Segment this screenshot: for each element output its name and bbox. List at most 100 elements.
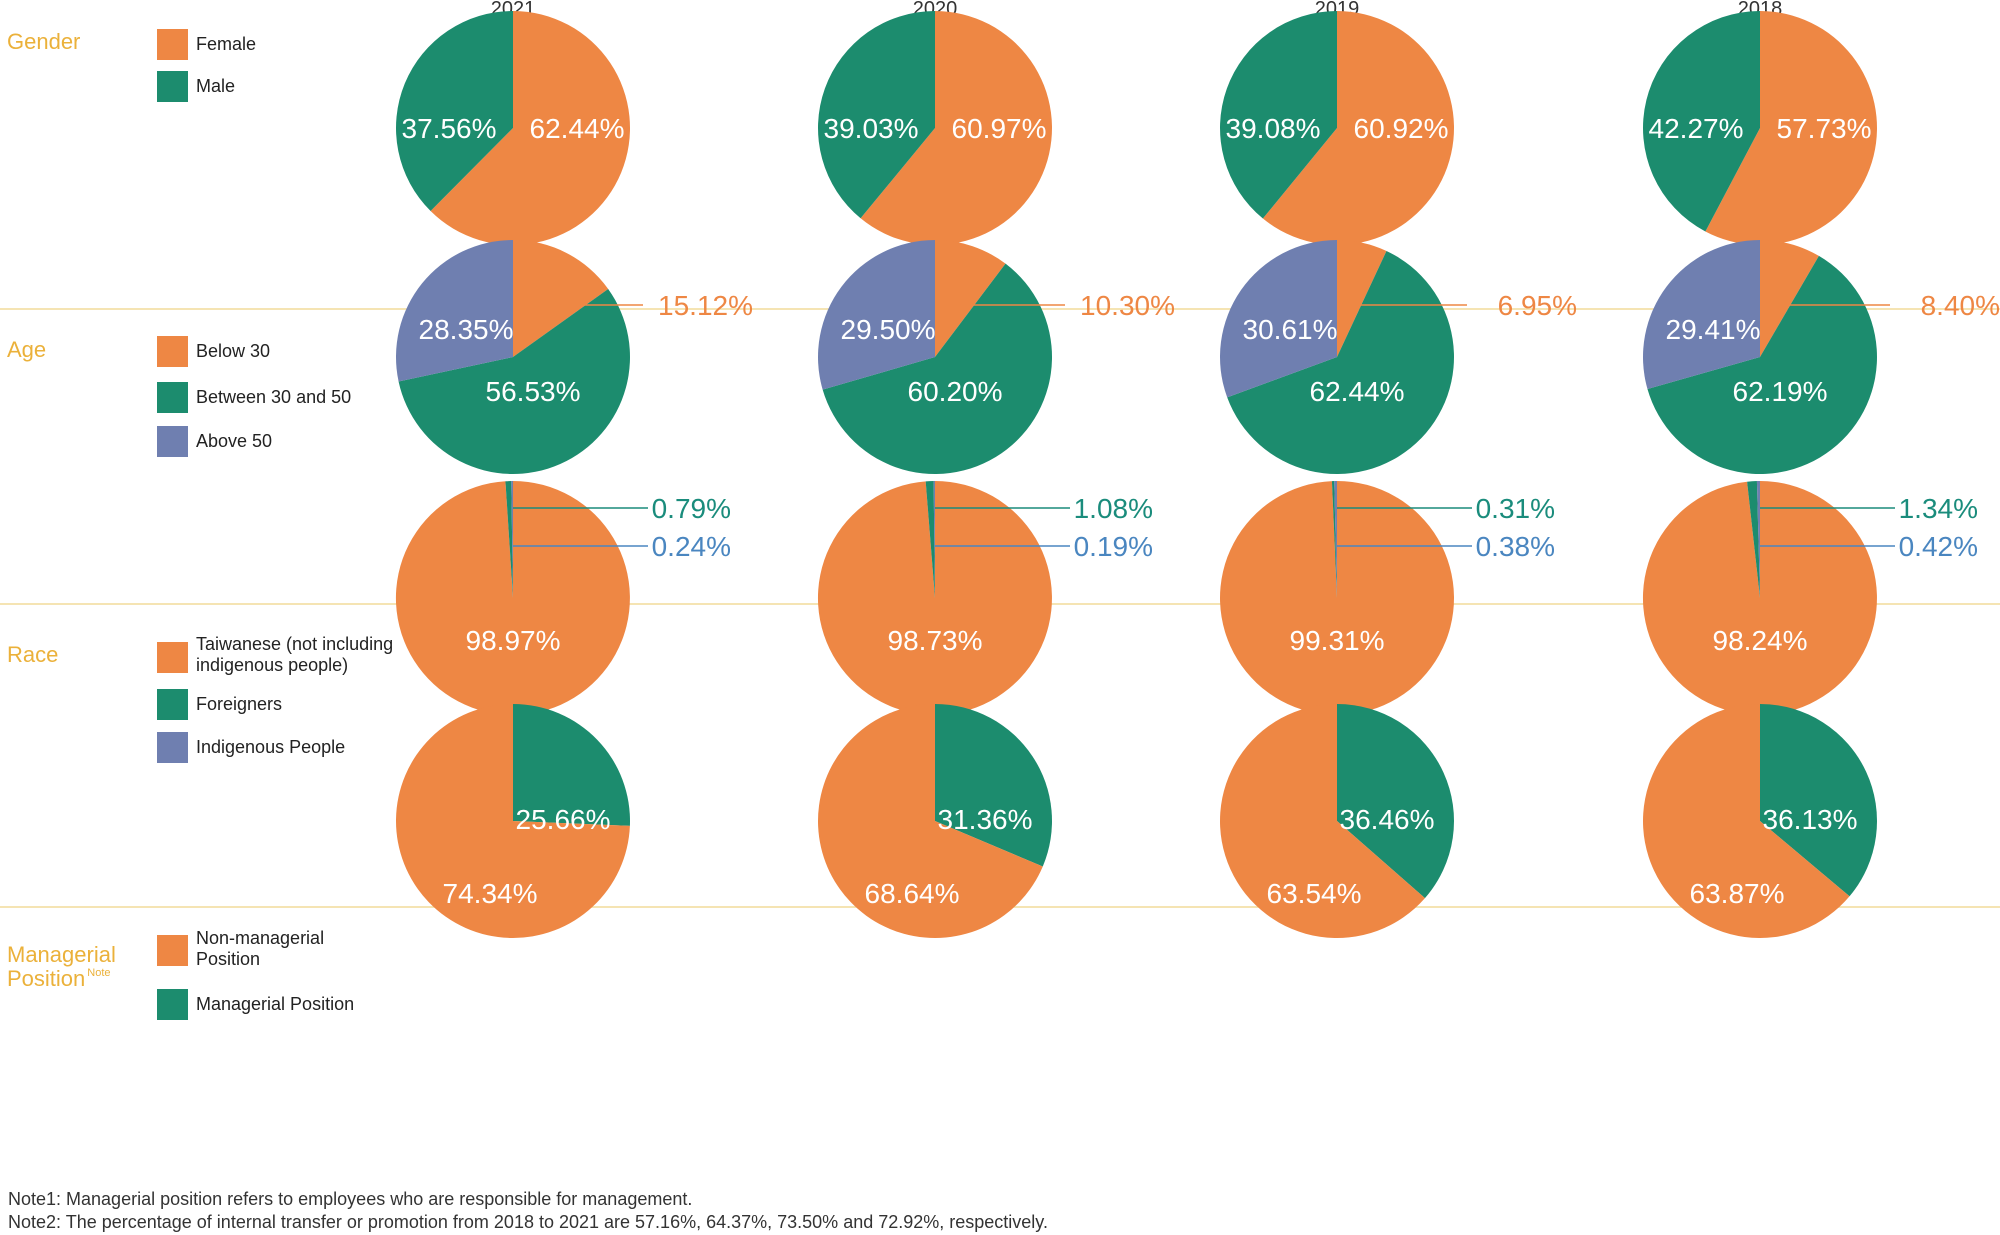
label-gender-2021-female: 62.44% (530, 113, 625, 144)
label-age-2018-below-30: 8.40% (1921, 290, 2000, 321)
slice-gender-2020-male (817, 11, 935, 219)
slice-age-2020-between-30-and-50 (822, 263, 1053, 475)
legend-label-foreigners: Foreigners (196, 694, 282, 714)
note-1: Note1: Managerial position refers to emp… (8, 1189, 693, 1209)
slice-gender-2019-female (1262, 10, 1455, 246)
row-title-managerial-position-sup: Note (87, 967, 110, 979)
label-gender-2019-male: 39.08% (1226, 113, 1321, 144)
label-age-2019-above-50: 30.61% (1243, 314, 1338, 345)
slice-race-2020-taiwanese (817, 481, 1052, 715)
slice-age-2021-below-30 (513, 240, 609, 357)
legend-swatch-male (157, 71, 188, 102)
slice-managerial-position-2018-managerial-position (1760, 704, 1878, 897)
slice-gender-2018-male (1642, 11, 1760, 232)
label-managerial-position-2019-managerial-position: 36.46% (1340, 804, 1435, 835)
slice-race-2020-foreigners (925, 481, 935, 598)
slice-managerial-position-2018-non-managerial-position (1643, 704, 1850, 939)
label-gender-2018-female: 57.73% (1777, 113, 1872, 144)
slice-gender-2021-male (396, 11, 513, 212)
label-race-2019-foreigners: 0.31% (1476, 493, 1555, 524)
slice-gender-2020-female (860, 11, 1052, 245)
slice-race-2018-indigenous-people (1756, 480, 1760, 598)
slice-race-2021-taiwanese (395, 481, 630, 715)
legend-label-above-50: Above 50 (196, 431, 272, 451)
slice-age-2018-between-30-and-50 (1647, 255, 1877, 474)
label-race-2021-taiwanese: 98.97% (466, 625, 561, 656)
slice-race-2019-foreigners (1331, 481, 1337, 598)
label-age-2020-below-30: 10.30% (1080, 290, 1175, 321)
slice-race-2019-taiwanese (1220, 481, 1455, 716)
label-age-2018-between-30-and-50: 62.19% (1733, 376, 1828, 407)
legend-label-managerial-position: Managerial Position (196, 994, 354, 1014)
slice-race-2021-foreigners (505, 481, 513, 598)
legend-label-indigenous-people: Indigenous People (196, 737, 345, 757)
label-race-2021-foreigners: 0.79% (652, 493, 731, 524)
label-managerial-position-2018-non-managerial-position: 63.87% (1690, 878, 1785, 909)
label-age-2019-below-30: 6.95% (1498, 290, 1577, 321)
label-gender-2020-male: 39.03% (824, 113, 919, 144)
row-title-managerial-position-line2: Position (7, 966, 85, 991)
legend-label-non-managerial-position-line1: Non-managerial (196, 928, 324, 948)
slice-age-2019-below-30 (1337, 240, 1387, 357)
slice-gender-2021-female (430, 10, 631, 245)
legend-label-taiwanese-not-including-indigenous-people-line1: Taiwanese (not including (196, 634, 393, 654)
row-title-age: Age (7, 337, 46, 362)
slice-age-2020-below-30 (935, 240, 1006, 357)
legend-label-taiwanese-not-including-indigenous-people-line2: indigenous people) (196, 655, 348, 675)
slice-age-2019-above-50 (1219, 240, 1337, 398)
label-age-2021-above-50: 28.35% (419, 314, 514, 345)
legend-label-male: Male (196, 76, 235, 96)
label-race-2020-indigenous-people: 0.19% (1074, 531, 1153, 562)
slice-race-2021-indigenous-people (511, 480, 513, 598)
slice-age-2018-below-30 (1760, 240, 1819, 357)
row-title-race: Race (7, 642, 58, 667)
legend-swatch-below-30 (157, 336, 188, 367)
row-title-gender: Gender (7, 29, 80, 54)
label-race-2020-taiwanese: 98.73% (888, 625, 983, 656)
slice-managerial-position-2021-non-managerial-position (396, 704, 630, 938)
legend-swatch-female (157, 29, 188, 60)
legend-label-female: Female (196, 34, 256, 54)
label-managerial-position-2021-managerial-position: 25.66% (516, 804, 611, 835)
legend-label-non-managerial-position-line2: Position (196, 949, 260, 969)
legend-label-between-30-and-50: Between 30 and 50 (196, 387, 351, 407)
label-gender-2021-male: 37.56% (402, 113, 497, 144)
legend-swatch-indigenous-people (157, 732, 188, 763)
slice-gender-2019-male (1220, 11, 1337, 219)
label-age-2018-above-50: 29.41% (1666, 314, 1761, 345)
legend-swatch-taiwanese-not-including-indigenous-people (157, 642, 188, 673)
slice-managerial-position-2019-managerial-position (1337, 704, 1455, 899)
legend-swatch-managerial-position (157, 989, 188, 1020)
slice-managerial-position-2020-managerial-position (935, 704, 1052, 867)
label-age-2019-between-30-and-50: 62.44% (1310, 376, 1405, 407)
legend-swatch-above-50 (157, 426, 188, 457)
slice-race-2018-taiwanese (1642, 481, 1877, 715)
legend-label-below-30: Below 30 (196, 341, 270, 361)
slice-age-2021-between-30-and-50 (398, 288, 630, 474)
label-age-2020-between-30-and-50: 60.20% (908, 376, 1003, 407)
label-race-2021-indigenous-people: 0.24% (652, 531, 731, 562)
label-managerial-position-2021-non-managerial-position: 74.34% (443, 878, 538, 909)
label-race-2018-indigenous-people: 0.42% (1899, 531, 1978, 562)
label-race-2019-taiwanese: 99.31% (1290, 625, 1385, 656)
label-managerial-position-2020-managerial-position: 31.36% (938, 804, 1033, 835)
slice-managerial-position-2020-non-managerial-position (817, 703, 1043, 938)
slice-gender-2018-female (1705, 11, 1877, 245)
slice-race-2019-indigenous-people (1334, 480, 1337, 598)
legend-swatch-non-managerial-position (157, 935, 188, 966)
slice-age-2019-between-30-and-50 (1227, 250, 1454, 475)
slice-age-2018-above-50 (1642, 240, 1760, 390)
label-race-2018-foreigners: 1.34% (1899, 493, 1978, 524)
slice-managerial-position-2021-managerial-position (513, 704, 631, 826)
label-gender-2020-female: 60.97% (952, 113, 1047, 144)
footnotes: Note1: Managerial position refers to emp… (8, 1188, 1048, 1234)
label-age-2021-below-30: 15.12% (658, 290, 753, 321)
label-race-2019-indigenous-people: 0.38% (1476, 531, 1555, 562)
label-race-2020-foreigners: 1.08% (1074, 493, 1153, 524)
label-gender-2019-female: 60.92% (1354, 113, 1449, 144)
label-gender-2018-male: 42.27% (1649, 113, 1744, 144)
label-age-2020-above-50: 29.50% (841, 314, 936, 345)
note-2: Note2: The percentage of internal transf… (8, 1212, 1048, 1232)
label-managerial-position-2019-non-managerial-position: 63.54% (1267, 878, 1362, 909)
